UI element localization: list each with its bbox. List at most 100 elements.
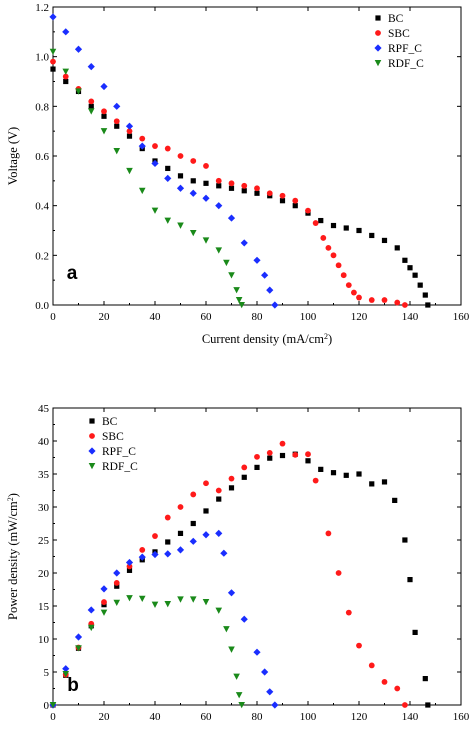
data-point [253, 648, 261, 656]
data-point [164, 514, 171, 521]
data-point [238, 302, 245, 309]
data-point [190, 491, 197, 498]
series-BC [50, 451, 431, 708]
data-point [381, 679, 388, 685]
series-RDF_C [49, 48, 245, 309]
data-point [343, 472, 349, 478]
data-point [215, 487, 222, 494]
data-point [74, 633, 83, 641]
data-point [190, 158, 197, 164]
y-tick-label: 45 [38, 403, 50, 415]
data-point [312, 220, 319, 226]
data-point [240, 239, 248, 247]
data-point [87, 606, 95, 614]
y-axis-label: Voltage (V) [6, 127, 20, 185]
data-point [228, 272, 235, 279]
data-point [261, 271, 269, 279]
y-tick-label: 40 [38, 436, 50, 448]
data-point [88, 98, 95, 105]
data-point [335, 570, 342, 576]
data-point [100, 82, 108, 91]
data-point [318, 466, 324, 472]
data-point [425, 702, 431, 708]
data-point [368, 297, 375, 303]
data-point [407, 265, 413, 271]
data-point [325, 244, 332, 251]
data-point [62, 665, 70, 673]
data-point [345, 282, 352, 289]
data-point [49, 702, 57, 709]
data-point [177, 530, 184, 536]
data-point [100, 585, 108, 593]
data-point [254, 185, 260, 192]
data-point [254, 453, 260, 460]
x-tick-label: 60 [201, 711, 213, 723]
data-point [139, 547, 146, 553]
data-point [266, 449, 273, 456]
data-point [215, 177, 222, 184]
data-point [223, 259, 230, 267]
data-point [177, 153, 184, 159]
legend-label: SBC [102, 431, 124, 443]
y-tick-label: 25 [38, 535, 50, 547]
data-point [402, 302, 408, 308]
data-point [50, 58, 56, 65]
data-point [368, 662, 375, 669]
data-point [138, 142, 146, 150]
data-point [266, 286, 274, 294]
data-point [228, 185, 235, 191]
data-point [215, 202, 223, 210]
data-point [125, 122, 134, 130]
data-point [240, 615, 248, 623]
legend-label: SBC [388, 28, 410, 40]
y-tick-label: 10 [38, 634, 50, 646]
data-point [412, 272, 418, 278]
y-tick-label: 5 [44, 667, 50, 679]
data-point [216, 183, 222, 189]
data-point [305, 207, 311, 214]
chart-panel-a: 0 20 40 60 80 100 120 140 160 0.0 0.2 0.4 0.6 0.8 1.0 1… [6, 2, 470, 346]
y-tick-label: 0 [44, 700, 50, 712]
data-point [254, 464, 260, 470]
data-point [189, 229, 197, 237]
x-tick-label: 0 [50, 311, 56, 323]
legend-marker [88, 463, 96, 470]
data-point [215, 247, 223, 254]
data-point [330, 252, 337, 259]
y-tick-label: 0.0 [35, 300, 49, 312]
data-point [62, 28, 70, 36]
data-point [340, 272, 347, 279]
y-tick-label: 0.8 [35, 101, 49, 113]
data-point [330, 470, 337, 476]
data-point [202, 599, 210, 606]
data-point [50, 66, 56, 72]
data-point [190, 178, 196, 184]
x-tick-label: 120 [351, 711, 368, 723]
series-BC [50, 66, 431, 308]
series-SBC [50, 440, 408, 708]
data-point [176, 184, 185, 192]
data-point [63, 78, 69, 85]
x-tick-label: 20 [99, 311, 111, 323]
data-point [227, 589, 236, 597]
data-point [318, 217, 324, 224]
data-point [203, 508, 209, 514]
x-tick-label: 120 [351, 311, 368, 323]
data-point [261, 668, 269, 676]
data-point [241, 188, 247, 194]
data-point [235, 297, 243, 304]
data-point [407, 577, 413, 583]
data-point [138, 595, 146, 603]
data-point [202, 237, 210, 244]
data-point [101, 113, 107, 119]
data-point [139, 135, 146, 142]
data-point [49, 48, 57, 55]
data-point [164, 217, 172, 224]
panel-label: a [67, 263, 78, 284]
legend-label: RPF_C [102, 446, 136, 458]
data-point [305, 451, 311, 458]
data-point [228, 646, 235, 653]
data-point [203, 163, 209, 169]
